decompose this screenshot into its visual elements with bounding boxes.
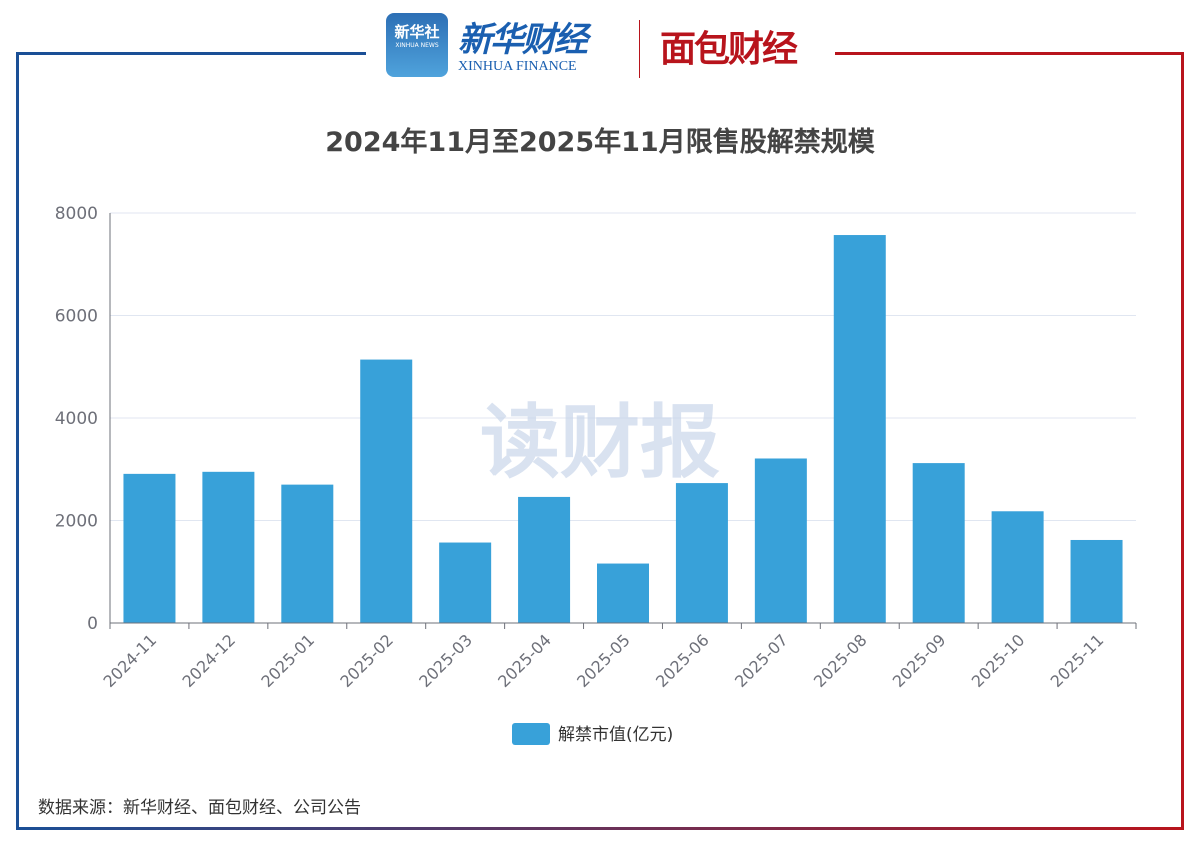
x-tick-label: 2025-06 [652,630,713,691]
y-tick-label: 8000 [55,204,98,224]
frame-right [1181,52,1184,830]
x-tick-label: 2025-01 [257,630,318,691]
bar-2025-05 [597,563,649,623]
xinhua-finance-logo: 新华财经 XINHUA FINANCE [458,12,588,75]
legend-label[interactable]: 解禁市值(亿元) [558,725,673,745]
y-tick-label: 0 [87,614,98,634]
bar-2025-03 [439,542,492,623]
bar-2025-11 [1070,539,1123,623]
xinhua-news-logo-en: XINHUA NEWS [395,42,439,49]
xinhua-news-logo: 新华社 XINHUA NEWS [386,13,448,77]
bar-2025-09 [912,463,965,623]
x-tick-label: 2025-11 [1047,630,1108,691]
xinhua-finance-logo-text: 新华财经 [458,20,588,60]
bar-2025-01 [281,484,334,623]
frame-bottom [16,827,1184,830]
bar-2025-08 [833,235,886,623]
bar-2024-12 [202,471,255,623]
x-tick-label: 2025-05 [573,630,634,691]
data-source: 数据来源：新华财经、面包财经、公司公告 [38,798,361,818]
frame-left [16,52,19,830]
x-tick-label: 2025-04 [494,630,555,691]
chart-title: 2024年11月至2025年11月限售股解禁规模 [325,127,875,158]
x-tick-label: 2025-03 [415,630,476,691]
y-tick-label: 6000 [55,307,98,327]
x-tick-label: 2025-10 [968,630,1029,691]
x-tick-label: 2024-11 [100,630,161,691]
mianbao-logo: 面包财经 [660,29,798,70]
y-tick-label: 4000 [55,409,98,429]
x-tick-label: 2024-12 [179,630,240,691]
bar-2024-11 [123,473,176,623]
xinhua-news-logo-text: 新华社 [394,23,440,41]
frame-left-top [16,52,366,55]
x-tick-label: 2025-09 [889,630,950,691]
y-tick-label: 2000 [55,512,98,532]
x-tick-label: 2025-07 [731,630,792,691]
bar-2025-07 [754,458,807,623]
x-tick-label: 2025-08 [810,630,871,691]
bar-2025-10 [991,511,1044,623]
xinhua-finance-logo-en: XINHUA FINANCE [458,59,577,74]
legend-swatch[interactable] [512,723,550,745]
x-tick-label: 2025-02 [336,630,397,691]
bar-2025-04 [518,496,571,623]
watermark: 读财报 [480,396,720,489]
logo-divider [639,20,640,78]
bar-2025-06 [675,483,728,623]
frame-right-top [835,52,1184,55]
bar-2025-02 [360,359,413,623]
